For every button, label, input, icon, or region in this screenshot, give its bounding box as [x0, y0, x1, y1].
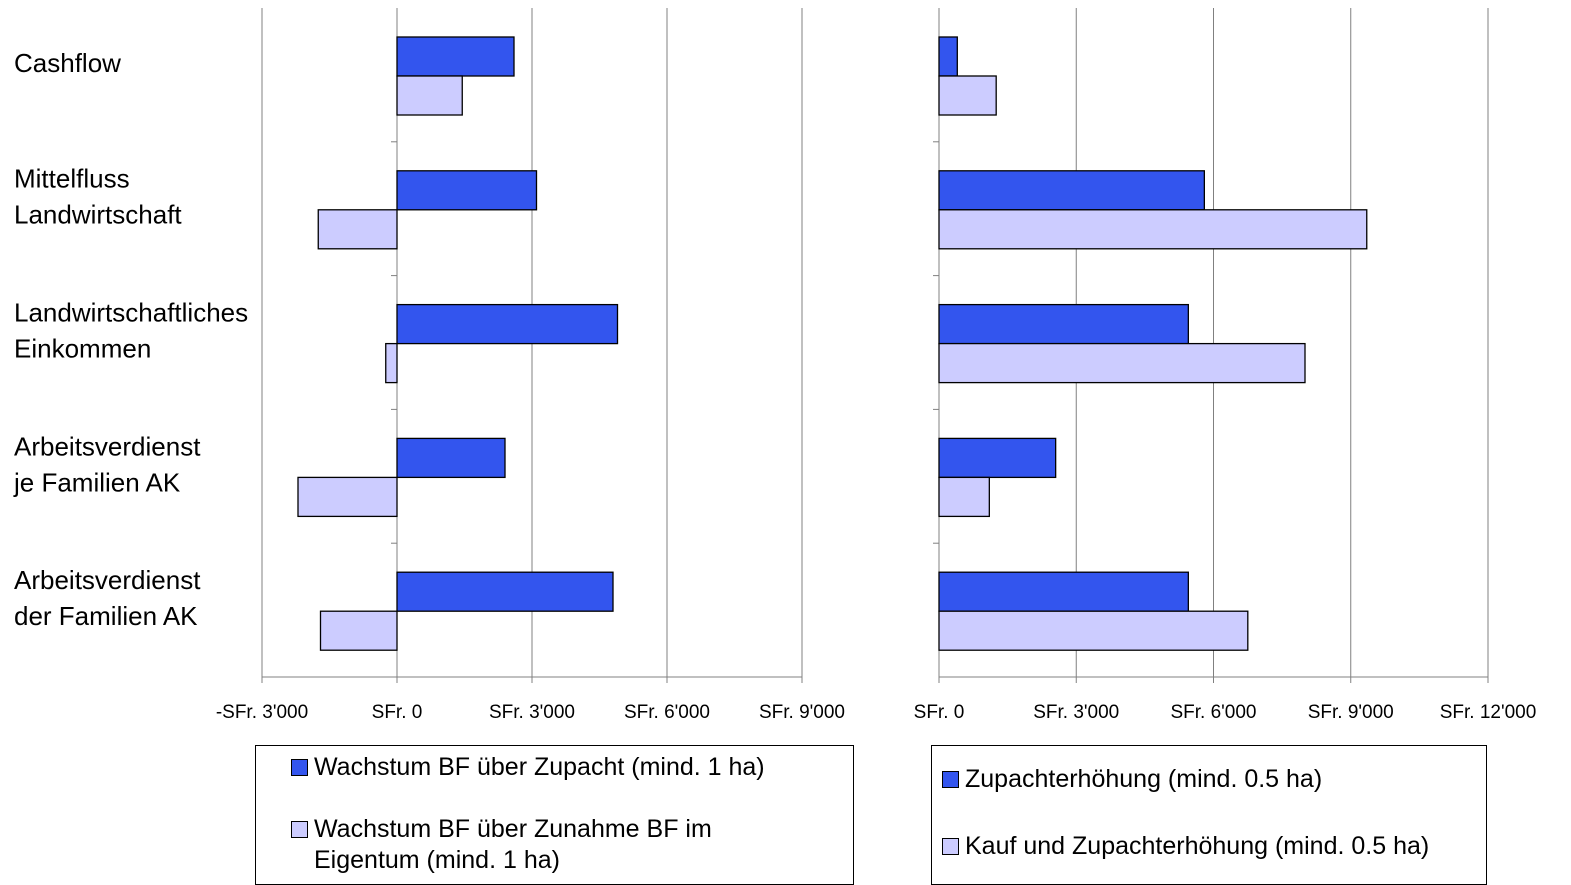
- x-tick-label: SFr. 0: [914, 702, 965, 723]
- bar: [396, 75, 463, 116]
- x-tick-label: SFr. 3'000: [1033, 702, 1119, 723]
- legend-label: Kauf und Zupachterhöhung (mind. 0.5 ha): [965, 832, 1430, 860]
- bar: [396, 170, 538, 211]
- legend-swatch: [942, 838, 959, 855]
- x-tick-label: SFr. 6'000: [1170, 702, 1256, 723]
- legend-label: Zupachterhöhung (mind. 0.5 ha): [965, 765, 1323, 793]
- bar: [396, 303, 619, 345]
- x-tick-label: SFr. 0: [372, 702, 423, 723]
- bar: [385, 342, 398, 384]
- bar: [938, 303, 1189, 345]
- legend-swatch: [291, 759, 308, 776]
- x-tick-label: SFr. 6'000: [624, 702, 710, 723]
- category-label: Einkommen: [14, 334, 151, 364]
- legend-entry: Wachstum BF über Zunahme BF im Eigentum …: [291, 814, 811, 876]
- legend-entry: Zupachterhöhung (mind. 0.5 ha): [942, 764, 1487, 795]
- bar: [938, 75, 997, 116]
- legend-entry: Kauf und Zupachterhöhung (mind. 0.5 ha): [942, 831, 1487, 862]
- category-label: Arbeitsverdienst: [14, 431, 201, 461]
- bar: [938, 476, 990, 518]
- bar: [317, 209, 398, 250]
- bar: [938, 571, 1189, 612]
- legend-swatch: [291, 821, 308, 838]
- bar: [396, 571, 614, 612]
- x-tick-label: SFr. 9'000: [759, 702, 845, 723]
- x-tick-label: -SFr. 3'000: [216, 702, 308, 723]
- x-tick-label: SFr. 9'000: [1308, 702, 1394, 723]
- bar: [938, 437, 1057, 479]
- category-label: Arbeitsverdienst: [14, 565, 201, 595]
- legend-swatch: [942, 771, 959, 788]
- category-label: Landwirtschaftliches: [14, 298, 248, 328]
- legend-entry: Wachstum BF über Zupacht (mind. 1 ha): [291, 752, 811, 783]
- bar: [319, 610, 398, 651]
- category-label: je Familien AK: [13, 467, 181, 497]
- legend-label: Wachstum BF über Zunahme BF im Eigentum …: [314, 815, 712, 874]
- bar: [938, 342, 1306, 384]
- bar: [297, 476, 398, 518]
- category-label: Mittelfluss: [14, 164, 130, 194]
- x-tick-label: SFr. 3'000: [489, 702, 575, 723]
- x-tick-label: SFr. 12'000: [1440, 702, 1537, 723]
- chart: Cashflow Mittelfluss Landwirtschaft Landwir…: [13, 8, 1537, 723]
- bar: [938, 170, 1206, 211]
- category-label: Cashflow: [14, 48, 121, 78]
- bar: [938, 209, 1368, 250]
- bar: [938, 36, 958, 77]
- legend: Wachstum BF über Zupacht (mind. 1 ha) Wac…: [255, 745, 854, 885]
- category-label: der Familien AK: [14, 601, 198, 631]
- legend-label: Wachstum BF über Zupacht (mind. 1 ha): [314, 753, 765, 781]
- bar: [396, 36, 515, 77]
- bar: [938, 610, 1249, 651]
- legend: Zupachterhöhung (mind. 0.5 ha) Kauf und Z…: [931, 745, 1487, 885]
- category-label: Landwirtschaft: [14, 200, 182, 230]
- bar: [396, 437, 506, 479]
